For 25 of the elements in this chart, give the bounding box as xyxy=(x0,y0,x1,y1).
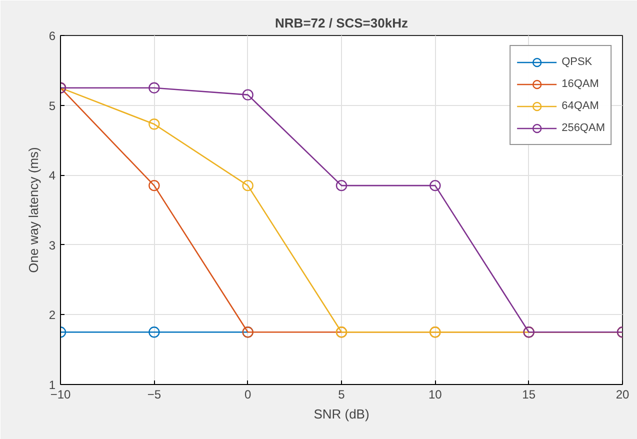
x-tick-label: −5 xyxy=(147,388,162,402)
point xyxy=(148,82,160,94)
y-tick-label: 5 xyxy=(48,98,56,113)
y-tick-label: 6 xyxy=(48,29,56,43)
legend-label: 64QAM xyxy=(562,100,599,112)
y-axis-title: One way latency (ms) xyxy=(26,147,41,273)
x-tick-label: 20 xyxy=(616,388,630,402)
point xyxy=(336,180,348,192)
y-tick-label: 2 xyxy=(48,308,56,322)
legend-label: QPSK xyxy=(562,56,592,68)
y-tick-label: 3 xyxy=(48,238,56,252)
point xyxy=(148,180,160,192)
point xyxy=(242,180,254,192)
point xyxy=(242,89,254,100)
x-tick-label: 5 xyxy=(338,388,346,402)
x-tick-label: 10 xyxy=(428,388,442,402)
point xyxy=(430,180,441,192)
x-axis-title: SNR (dB) xyxy=(314,406,370,422)
legend-label: 16QAM xyxy=(562,78,599,90)
legend-label: 256QAM xyxy=(562,122,605,134)
x-tick-label: 0 xyxy=(244,388,252,402)
chart-title: NRB=72 / SCS=30kHz xyxy=(275,16,408,30)
point xyxy=(148,118,160,130)
x-tick-label: 15 xyxy=(522,388,536,402)
y-tick-label: 4 xyxy=(48,168,56,183)
